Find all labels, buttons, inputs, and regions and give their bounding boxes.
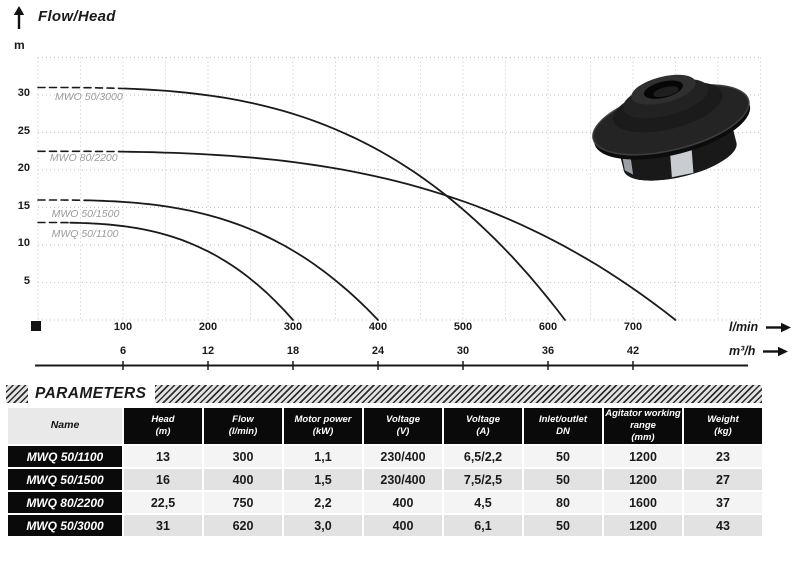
table-cell: 16 xyxy=(124,469,202,490)
column-header: Voltage (A) xyxy=(444,408,522,444)
table-row: MWQ 50/3000 31 620 3,0 400 6,1 50 1200 43 xyxy=(8,515,762,536)
row-name-cell: MWQ 50/1100 xyxy=(8,446,122,467)
y-tick-label: 30 xyxy=(17,87,30,99)
x-tick-label-m3h: 42 xyxy=(626,345,640,357)
y-axis-unit: m xyxy=(14,38,25,52)
table-cell: 3,0 xyxy=(284,515,362,536)
parameters-title: PARAMETERS xyxy=(35,385,147,402)
table-cell: 1200 xyxy=(604,469,682,490)
column-header: Inlet/outlet DN xyxy=(524,408,602,444)
x-tick-label-m3h: 30 xyxy=(456,345,470,357)
curve-label: MWQ 50/1100 xyxy=(51,227,119,240)
column-header: Weight (kg) xyxy=(684,408,762,444)
table-cell: 400 xyxy=(204,469,282,490)
x-tick-label-m3h: 24 xyxy=(371,345,385,357)
table-cell: 400 xyxy=(364,515,442,536)
table-cell: 50 xyxy=(524,515,602,536)
table-cell: 13 xyxy=(124,446,202,467)
table-cell: 1,1 xyxy=(284,446,362,467)
y-tick-label: 15 xyxy=(17,199,30,212)
x-tick-label-m3h: 18 xyxy=(286,345,300,357)
column-header: Voltage (V) xyxy=(364,408,442,444)
right-arrow-icon xyxy=(766,322,792,332)
table-cell: 750 xyxy=(204,492,282,513)
table-cell: 1,5 xyxy=(284,469,362,490)
flow-head-chart: Flow/Head m 5 10 15 20 25 30 100 200 300 400 500 60… xyxy=(13,6,792,370)
x-tick-label-m3h: 6 xyxy=(119,345,127,357)
table-cell: 37 xyxy=(684,492,762,513)
x-tick-label-lmin: 600 xyxy=(538,321,558,333)
x-axis-unit-primary: l/min xyxy=(729,320,759,334)
y-tick-label: 5 xyxy=(23,274,30,287)
x-tick-label-lmin: 400 xyxy=(368,321,388,333)
table-cell: 2,2 xyxy=(284,492,362,513)
table-row: MWQ 50/1500 16 400 1,5 230/400 7,5/2,5 50 1200 2… xyxy=(8,469,762,490)
x-tick-label-m3h: 36 xyxy=(541,345,555,357)
table-cell: 300 xyxy=(204,446,282,467)
table-cell: 7,5/2,5 xyxy=(444,469,522,490)
table-cell: 620 xyxy=(204,515,282,536)
table-body: MWQ 50/1100 13 300 1,1 230/400 6,5/2,2 50 1200 2… xyxy=(8,446,762,536)
column-header: Motor power (kW) xyxy=(284,408,362,444)
table-cell: 230/400 xyxy=(364,469,442,490)
x-tick-label-lmin: 100 xyxy=(113,321,133,333)
table-cell: 43 xyxy=(684,515,762,536)
table-cell: 50 xyxy=(524,469,602,490)
table-cell: 6,5/2,2 xyxy=(444,446,522,467)
y-tick-label: 10 xyxy=(17,237,30,249)
x-tick-label-lmin: 300 xyxy=(283,321,303,333)
right-arrow-icon xyxy=(763,346,789,356)
x-tick-label-lmin: 500 xyxy=(453,321,473,333)
table-cell: 23 xyxy=(684,446,762,467)
impeller-image xyxy=(592,74,751,181)
column-header: Flow (l/min) xyxy=(204,408,282,444)
table-cell: 1200 xyxy=(604,515,682,536)
table-cell: 31 xyxy=(124,515,202,536)
table-cell: 22,5 xyxy=(124,492,202,513)
curve-label: MWO 50/3000 xyxy=(55,91,123,104)
table-cell: 27 xyxy=(684,469,762,490)
row-name-cell: MWQ 80/2200 xyxy=(8,492,122,513)
up-arrow-icon xyxy=(13,6,25,29)
x-tick-label-lmin: 200 xyxy=(198,321,218,333)
table-cell: 6,1 xyxy=(444,515,522,536)
column-header: Agitator working range (mm) xyxy=(604,408,682,444)
column-header: Name xyxy=(8,408,122,444)
row-name-cell: MWQ 50/3000 xyxy=(8,515,122,536)
x-axis-unit-secondary-row: m³/h xyxy=(729,344,789,358)
x-axis-unit-secondary: m³/h xyxy=(729,344,756,358)
parameters-table: Name Head (m) Flow (l/min) Motor power (kW) Vol… xyxy=(6,406,764,538)
x-axis-unit-primary-row: l/min xyxy=(729,320,792,334)
x-tick-label-m3h: 12 xyxy=(201,345,215,357)
hatch-bar-right xyxy=(155,385,762,403)
curve-label: MWO 80/2200 xyxy=(49,152,118,164)
parameters-header: PARAMETERS xyxy=(6,384,762,404)
table-cell: 80 xyxy=(524,492,602,513)
table-cell: 50 xyxy=(524,446,602,467)
column-header: Head (m) xyxy=(124,408,202,444)
table-header-row: Name Head (m) Flow (l/min) Motor power (kW) Vol… xyxy=(8,408,762,444)
table-cell: 1600 xyxy=(604,492,682,513)
chart-title: Flow/Head xyxy=(38,8,116,25)
table-row: MWQ 50/1100 13 300 1,1 230/400 6,5/2,2 50 1200 2… xyxy=(8,446,762,467)
row-name-cell: MWQ 50/1500 xyxy=(8,469,122,490)
curve-label: MWO 50/1500 xyxy=(51,207,120,220)
y-tick-label: 25 xyxy=(17,124,30,137)
x-tick-label-lmin: 700 xyxy=(623,321,643,333)
table-cell: 1200 xyxy=(604,446,682,467)
y-tick-label: 20 xyxy=(17,162,30,174)
chart-canvas xyxy=(31,57,761,370)
table-cell: 230/400 xyxy=(364,446,442,467)
table-row: MWQ 80/2200 22,5 750 2,2 400 4,5 80 1600 37 xyxy=(8,492,762,513)
hatch-block-left xyxy=(6,385,28,403)
table-cell: 400 xyxy=(364,492,442,513)
table-cell: 4,5 xyxy=(444,492,522,513)
